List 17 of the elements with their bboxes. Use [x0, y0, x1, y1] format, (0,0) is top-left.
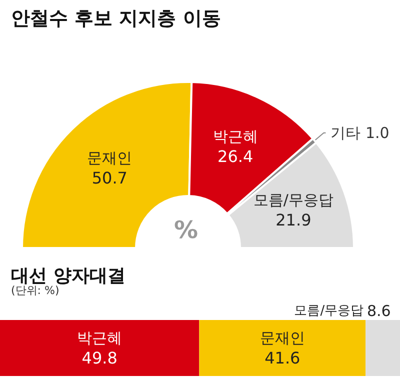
data-label: 41.6: [264, 348, 300, 368]
data-label: 8.6: [366, 302, 391, 320]
chart-title: 안철수 후보 지지층 이동: [11, 8, 221, 30]
slice-label: 박근혜: [212, 128, 258, 146]
data-label: 49.8: [82, 348, 118, 368]
series-label: 문재인: [260, 329, 305, 347]
slice-label: 기타 1.0: [330, 124, 390, 142]
series-label: 박근혜: [77, 329, 122, 347]
chart-title: 대선 양자대결: [11, 266, 126, 286]
data-label: 26.4: [218, 147, 254, 166]
slice-label: 문재인: [87, 148, 132, 167]
series-label: 모름/무응답: [294, 304, 364, 318]
data-label: 21.9: [276, 210, 312, 230]
text: %: [174, 216, 198, 244]
data-label: 50.7: [92, 168, 128, 188]
chart-subtitle: (단위: %): [11, 284, 60, 297]
slice-label: 모름/무응답: [253, 191, 334, 210]
